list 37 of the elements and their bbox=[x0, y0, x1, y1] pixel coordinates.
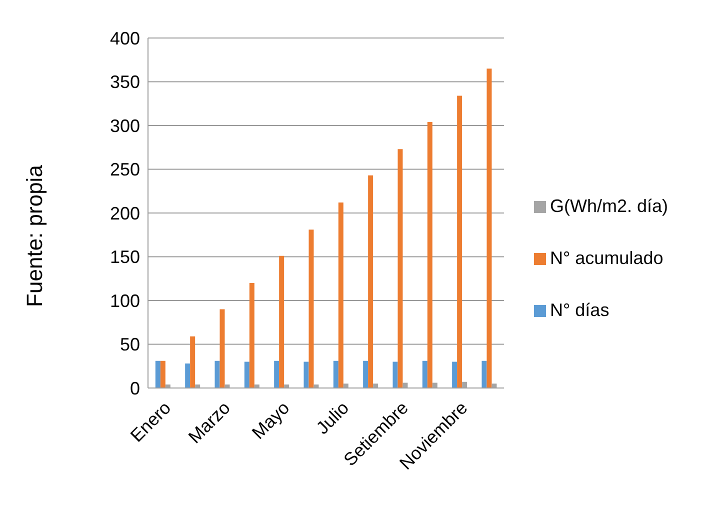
bar bbox=[249, 283, 254, 388]
y-tick-label: 350 bbox=[110, 72, 140, 92]
bar bbox=[220, 309, 225, 388]
y-tick-label: 0 bbox=[130, 378, 140, 398]
source-note: Fuente: propia bbox=[22, 164, 48, 309]
bar bbox=[392, 362, 398, 388]
bar bbox=[304, 362, 309, 388]
bar bbox=[482, 360, 487, 388]
bar bbox=[338, 202, 344, 388]
y-tick-label: 250 bbox=[110, 160, 140, 180]
y-tick-label: 50 bbox=[120, 334, 140, 355]
bar bbox=[486, 68, 492, 388]
bar bbox=[452, 362, 458, 388]
y-tick-label: 150 bbox=[110, 247, 140, 268]
y-tick-label: 200 bbox=[110, 203, 140, 224]
bar bbox=[190, 336, 196, 388]
bar bbox=[368, 175, 374, 388]
legend-label: N° acumulado bbox=[550, 248, 664, 268]
bar bbox=[185, 364, 190, 388]
bar bbox=[363, 360, 368, 388]
bar bbox=[427, 122, 432, 388]
legend-label: N° días bbox=[550, 300, 610, 320]
bar bbox=[244, 362, 250, 388]
bar bbox=[457, 96, 462, 388]
bar bbox=[422, 360, 428, 388]
bar bbox=[333, 360, 338, 388]
legend-label: G(Wh/m2. día) bbox=[550, 196, 668, 216]
bar bbox=[274, 360, 280, 388]
y-tick-label: 300 bbox=[110, 116, 140, 136]
bar bbox=[279, 256, 284, 388]
bar bbox=[155, 360, 160, 388]
y-tick-label: 400 bbox=[110, 28, 140, 48]
y-tick-label: 100 bbox=[110, 290, 140, 311]
bar bbox=[160, 360, 166, 388]
bar bbox=[398, 149, 403, 388]
bar bbox=[308, 230, 314, 388]
bar bbox=[214, 360, 220, 388]
